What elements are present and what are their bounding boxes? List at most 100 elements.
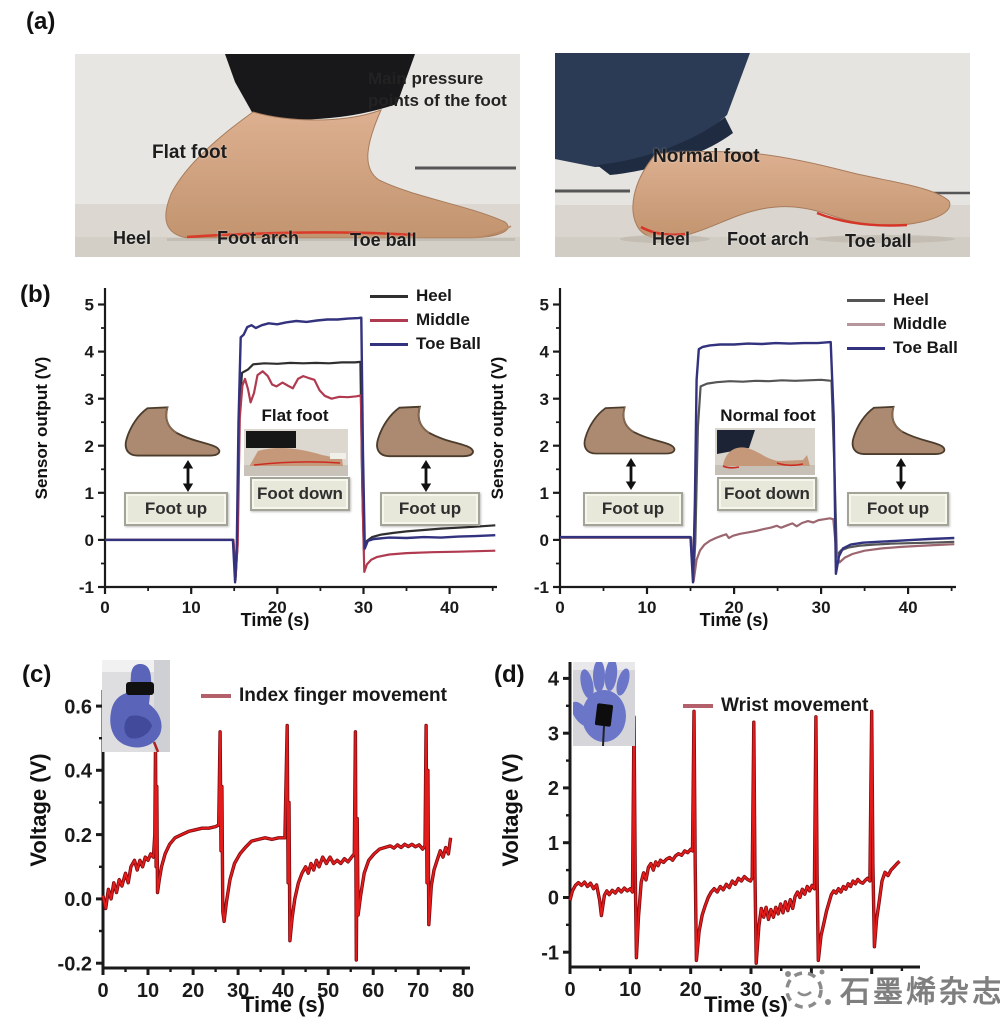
svg-text:3: 3 (85, 390, 94, 409)
svg-text:30: 30 (812, 598, 831, 617)
flat-foot-down-inset-photo (244, 429, 348, 481)
panel-d-label: (d) (494, 661, 525, 688)
svg-text:4: 4 (540, 343, 550, 362)
svg-text:-1: -1 (534, 578, 549, 597)
index-finger-canvas: 0 10 20 30 40 50 60 70 80 0.6 0.4 0.2 0.0 -0.2 (58, 690, 474, 1002)
foot-up-box-left: Foot up (124, 492, 228, 526)
c-y-axis-label: Voltage (V) (26, 753, 51, 867)
legend-label-wrist: Wrist movement (721, 695, 869, 716)
legend-label-middle: Middle (893, 314, 947, 333)
svg-text:3: 3 (540, 390, 549, 409)
pressure-points-note: Main pressure points of the foot (368, 69, 507, 111)
d-y-axis-label: Voltage (V) (498, 753, 523, 867)
flat-foot-legend: Heel Middle Toe Ball (370, 284, 481, 356)
normal-foot-inset-title: Normal foot (720, 406, 816, 425)
foot-down-box: Foot down (250, 477, 350, 511)
svg-text:50: 50 (317, 980, 339, 1002)
svg-text:0.2: 0.2 (64, 825, 92, 847)
legend-item-index-finger: Index finger movement (201, 684, 447, 708)
svg-text:0: 0 (540, 531, 549, 550)
signal-line-swatch (683, 704, 713, 708)
legend-label-index-finger: Index finger movement (239, 685, 447, 706)
middle-line-swatch (847, 322, 885, 326)
up-down-arrow-icon (180, 460, 196, 497)
b-left-y-axis-label: Sensor output (V) (32, 356, 51, 500)
svg-text:4: 4 (548, 669, 560, 691)
svg-text:0.4: 0.4 (64, 761, 93, 783)
flat-foot-sensor-chart: 0 10 20 30 40 5 4 3 2 1 0 -1 Heel Middle Toe Ball F… (60, 278, 505, 640)
legend-item-toe-ball: Toe Ball (370, 332, 481, 356)
foot-up-icon (849, 404, 947, 456)
watermark: 石墨烯杂志 (778, 962, 1000, 1016)
svg-text:10: 10 (182, 598, 201, 617)
signal-line-swatch (201, 694, 231, 698)
legend-item-heel: Heel (847, 288, 958, 312)
foot-up-icon (581, 404, 677, 456)
normal-foot-down-inset-photo (715, 428, 815, 480)
svg-text:0: 0 (97, 980, 108, 1002)
svg-text:0: 0 (555, 598, 564, 617)
panel-c-label: (c) (22, 661, 52, 688)
foot-up-box-right: Foot up (847, 492, 949, 526)
foot-arch-label-left: Foot arch (217, 228, 300, 248)
flat-foot-inset-title: Flat foot (261, 406, 329, 425)
normal-foot-sensor-chart: 0 10 20 30 40 5 4 3 2 1 0 -1 Heel Middle Toe Ball F… (515, 278, 965, 640)
svg-text:20: 20 (725, 598, 744, 617)
legend-label-middle: Middle (416, 310, 470, 329)
middle-line-swatch (370, 318, 408, 322)
svg-text:-1: -1 (79, 578, 94, 597)
svg-text:80: 80 (452, 980, 474, 1002)
svg-text:10: 10 (137, 980, 159, 1002)
up-down-arrow-icon (623, 458, 639, 495)
foot-down-box: Foot down (717, 477, 817, 511)
toe-ball-label-right: Toe ball (845, 231, 912, 251)
svg-text:-1: -1 (541, 942, 559, 964)
svg-text:1: 1 (548, 833, 559, 855)
svg-text:40: 40 (899, 598, 918, 617)
d-x-axis-label: Time (s) (704, 992, 788, 1017)
legend-item-middle: Middle (370, 308, 481, 332)
svg-text:2: 2 (548, 778, 559, 800)
legend-label-toe-ball: Toe Ball (893, 338, 958, 357)
foot-up-icon (372, 404, 477, 458)
b-left-x-axis-label: Time (s) (240, 610, 310, 630)
svg-text:40: 40 (272, 980, 294, 1002)
svg-text:2: 2 (540, 437, 549, 456)
svg-text:40: 40 (440, 598, 459, 617)
svg-text:2: 2 (85, 437, 94, 456)
svg-text:0: 0 (564, 979, 575, 1001)
foot-up-icon (122, 404, 222, 458)
toe-ball-label-left: Toe ball (350, 230, 417, 250)
normal-foot-photo-image (555, 53, 970, 257)
legend-label-heel: Heel (893, 290, 929, 309)
svg-text:5: 5 (540, 296, 549, 315)
heel-label-right: Heel (652, 229, 691, 249)
normal-foot-photo: Normal foot Heel Foot arch Toe ball (555, 53, 970, 257)
svg-text:0.0: 0.0 (64, 889, 92, 911)
index-finger-legend: Index finger movement (201, 684, 447, 708)
flat-foot-title: Flat foot (152, 142, 227, 163)
c-x-axis-label: Time (s) (241, 992, 325, 1017)
wrist-legend: Wrist movement (683, 694, 868, 718)
svg-text:1: 1 (540, 484, 549, 503)
svg-text:-0.2: -0.2 (58, 953, 92, 975)
heel-label-left: Heel (113, 228, 152, 248)
legend-item-toe-ball: Toe Ball (847, 336, 958, 360)
svg-text:70: 70 (407, 980, 429, 1002)
watermark-logo-icon (785, 969, 831, 1009)
svg-text:0: 0 (100, 598, 109, 617)
svg-text:0: 0 (548, 888, 559, 910)
toe-ball-line-swatch (847, 346, 885, 350)
svg-text:30: 30 (354, 598, 373, 617)
panel-a-label: (a) (26, 8, 56, 35)
svg-text:1: 1 (85, 484, 94, 503)
b-right-y-axis-label: Sensor output (V) (488, 356, 507, 500)
heel-line-swatch (847, 298, 885, 302)
index-finger-chart: 0 10 20 30 40 50 60 70 80 0.6 0.4 0.2 0.0 -0.2 Index … (55, 660, 500, 1035)
legend-item-middle: Middle (847, 312, 958, 336)
svg-text:10: 10 (638, 598, 657, 617)
svg-text:20: 20 (680, 979, 702, 1001)
